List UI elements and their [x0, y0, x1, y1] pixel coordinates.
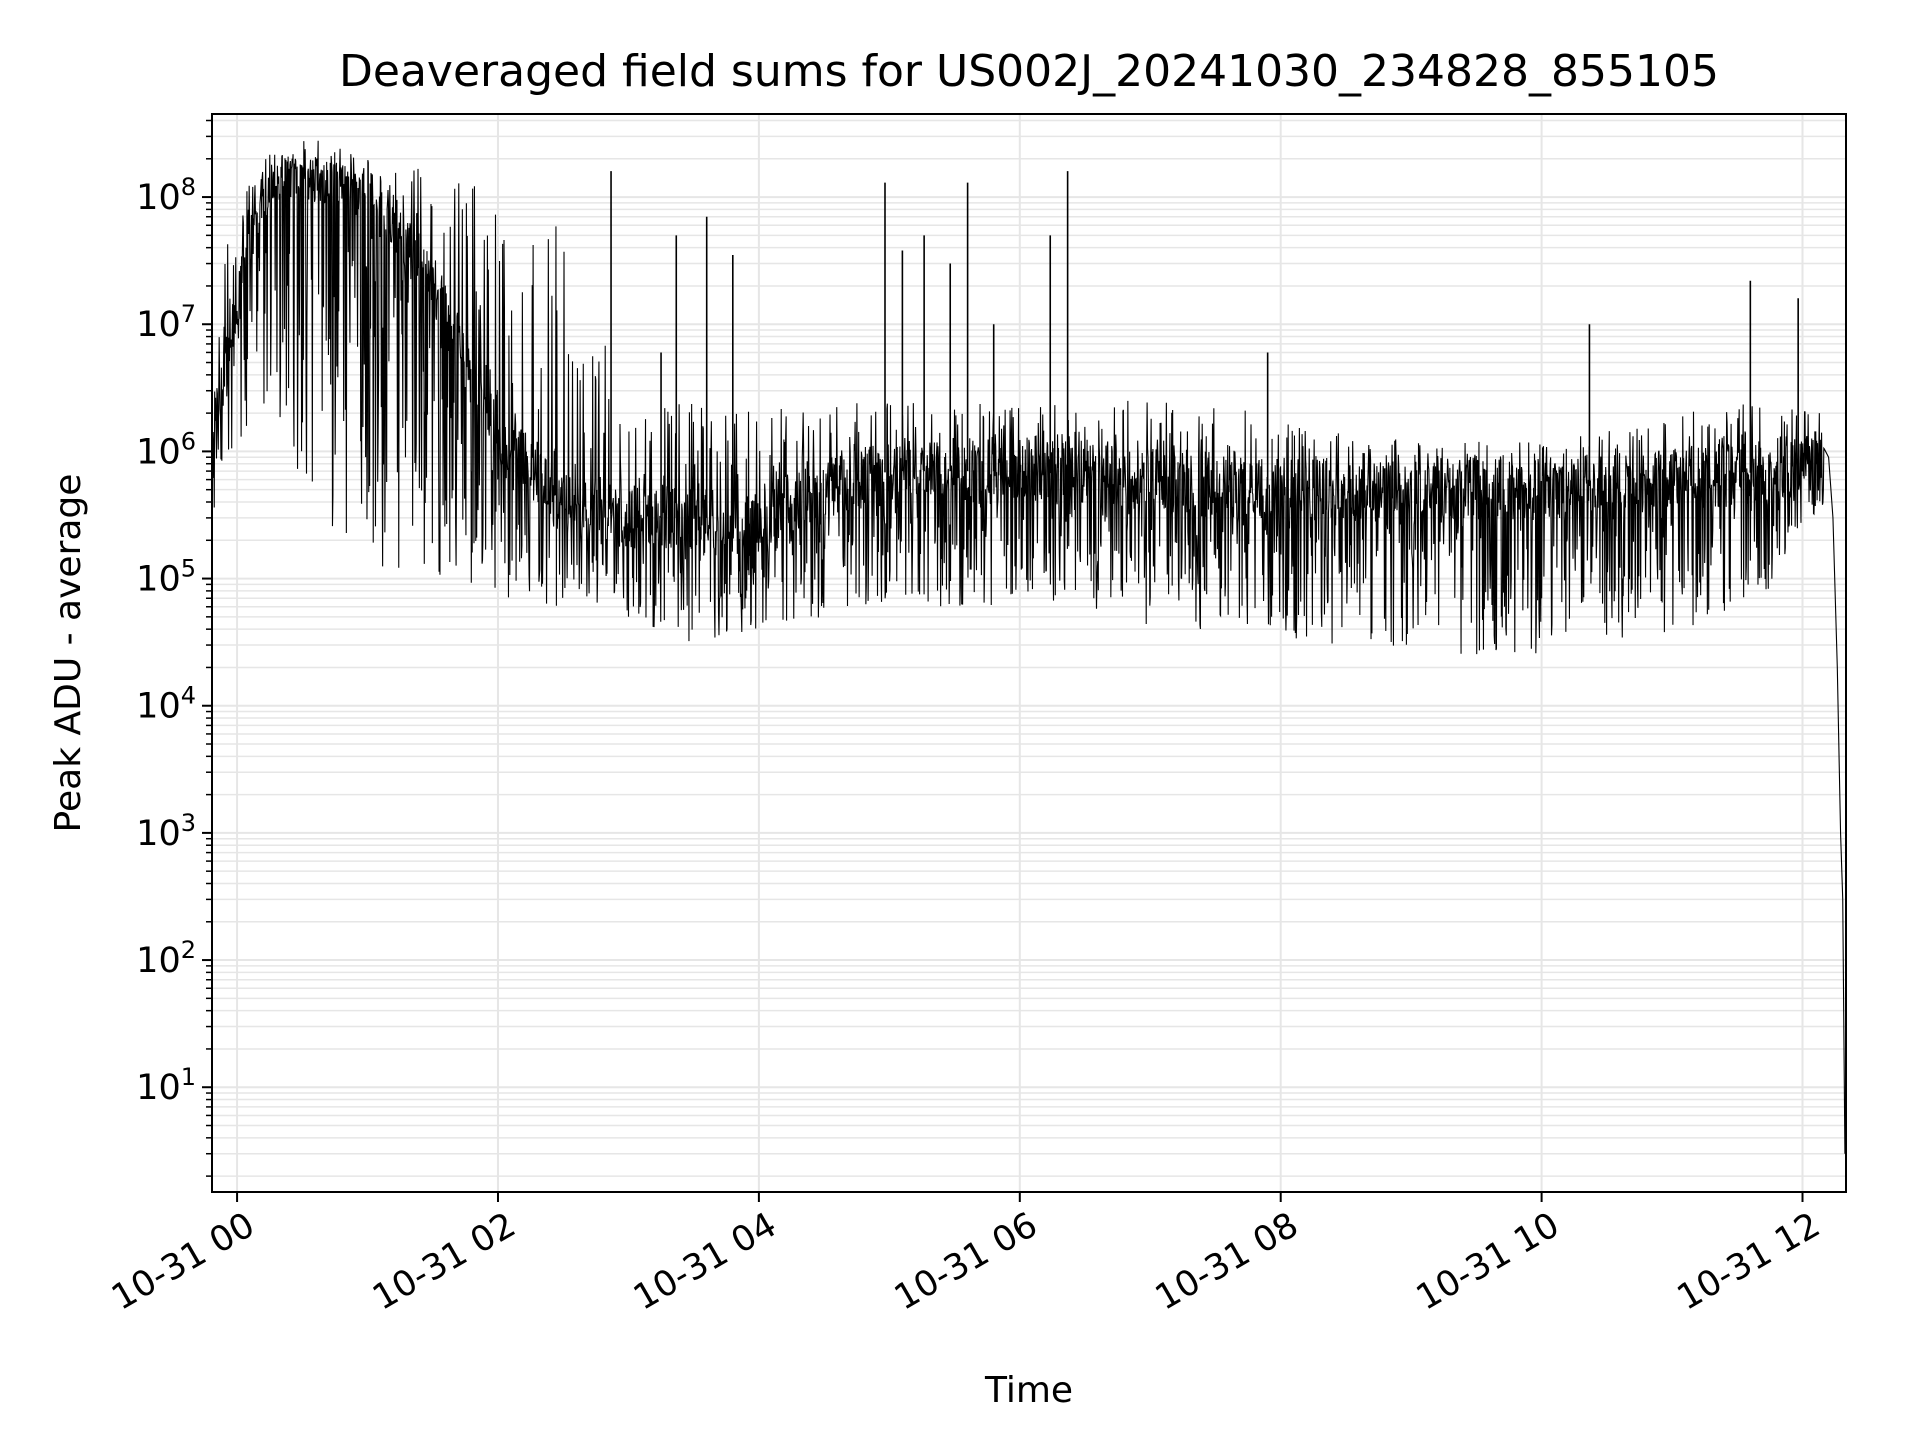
x-tick-label: 10-31 02	[366, 1205, 522, 1318]
y-tick-label: 106	[136, 427, 196, 472]
x-tick-label: 10-31 12	[1671, 1205, 1827, 1318]
y-tick-label: 103	[136, 809, 196, 854]
chart-title: Deaveraged field sums for US002J_2024103…	[339, 46, 1719, 97]
y-tick-label: 108	[136, 173, 196, 218]
x-tick-label: 10-31 04	[627, 1205, 783, 1318]
data-layer	[211, 140, 1846, 1154]
y-axis-label: Peak ADU - average	[48, 474, 89, 833]
x-tick-label: 10-31 10	[1410, 1205, 1566, 1318]
plot-frame	[211, 113, 1847, 1193]
x-axis-label: Time	[984, 1370, 1073, 1411]
x-tick-label: 10-31 08	[1149, 1205, 1305, 1318]
y-tick-label: 101	[136, 1063, 196, 1108]
y-tick-label: 105	[136, 555, 196, 600]
x-tick-label: 10-31 06	[888, 1205, 1044, 1318]
y-tick-label: 104	[136, 682, 196, 727]
grid-layer	[212, 114, 1846, 1192]
series-trace	[211, 140, 1846, 1154]
y-tick-label: 107	[136, 300, 196, 345]
x-tick-label: 10-31 00	[105, 1205, 261, 1318]
y-tick-label: 102	[136, 936, 196, 981]
